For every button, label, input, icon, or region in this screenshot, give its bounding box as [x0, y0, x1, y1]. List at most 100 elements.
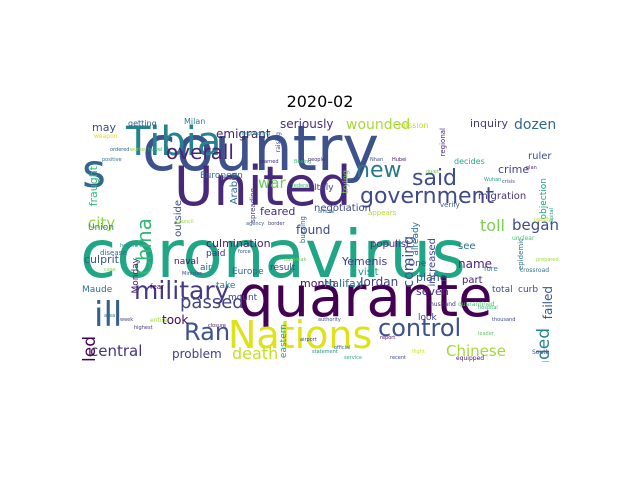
cloud-word: border	[268, 221, 285, 227]
cloud-word: failed	[541, 286, 555, 320]
cloud-word: crossroad	[520, 267, 550, 274]
cloud-word: authority	[318, 317, 341, 323]
cloud-word: Monday	[131, 258, 141, 294]
cloud-word: Minister	[182, 271, 202, 277]
cloud-word: curb	[518, 285, 539, 295]
cloud-word: federal	[292, 183, 310, 189]
cloud-word: overall	[166, 140, 234, 164]
cloud-word: positive	[102, 157, 122, 163]
cloud-word: visit	[358, 267, 379, 278]
cloud-word: neighboring	[240, 131, 270, 137]
cloud-word: feared	[260, 205, 296, 218]
cloud-word: death	[232, 344, 279, 362]
cloud-word: Ran	[184, 318, 231, 346]
cloud-word: appears	[368, 209, 397, 217]
cloud-word: Maude	[82, 285, 113, 295]
cloud-word: highest	[134, 325, 153, 331]
cloud-word: Italy	[314, 183, 334, 193]
word-cloud: coronavirus country United quarante s Tibia Na…	[80, 118, 560, 362]
cloud-word: Europe	[232, 267, 264, 277]
cloud-word: entire	[150, 317, 168, 324]
cloud-word: report	[380, 335, 396, 341]
cloud-word: culprit	[84, 253, 119, 266]
cloud-word: objection	[539, 178, 549, 220]
cloud-word: fraught	[87, 166, 100, 207]
cloud-word: crisis	[502, 179, 515, 185]
cloud-word: agency	[246, 221, 265, 227]
cloud-word: plane	[416, 271, 447, 284]
cloud-word: statement	[312, 349, 338, 355]
cloud-word: paid	[206, 249, 226, 259]
cloud-word: spreading	[249, 188, 257, 223]
cloud-word: killed	[80, 336, 100, 362]
cloud-word: quiet	[426, 169, 439, 175]
cloud-word: Boeing	[294, 159, 312, 165]
cloud-word: Union	[88, 223, 115, 233]
cloud-word: country	[142, 118, 380, 185]
cloud-word: prepared	[536, 257, 559, 263]
cloud-word: airport	[300, 337, 317, 343]
cloud-word: ruler	[528, 151, 552, 162]
cloud-word: seven	[416, 285, 449, 298]
cloud-word: Tibia	[126, 119, 222, 165]
cloud-word: found	[296, 223, 331, 237]
cloud-word: worker	[130, 147, 148, 153]
cloud-word: people	[308, 157, 325, 163]
cloud-word: look	[418, 313, 437, 323]
cloud-word: flight	[412, 349, 425, 355]
cloud-word: disease	[100, 249, 127, 257]
cloud-word: crime	[498, 163, 530, 176]
cloud-word: husband	[430, 301, 456, 308]
cloud-word: Hubei	[392, 157, 407, 163]
cloud-word: One	[408, 259, 427, 269]
cloud-word: Jordan	[360, 275, 399, 289]
cloud-word: United	[174, 155, 352, 218]
cloud-word: expanded	[534, 328, 554, 362]
cloud-word: Wuhan	[484, 177, 502, 183]
cloud-word: took	[162, 313, 189, 327]
cloud-word: week	[120, 317, 134, 323]
cloud-word: travel	[148, 147, 163, 153]
cloud-word: Nhan	[370, 157, 384, 163]
cloud-word: central	[90, 342, 143, 360]
cloud-word: Chinese	[446, 342, 506, 360]
cloud-word: fear	[150, 283, 164, 291]
cloud-word: Halifax	[324, 277, 363, 290]
cloud-word: verify	[440, 201, 460, 209]
cloud-word: seriously	[280, 118, 334, 131]
cloud-word: health	[120, 243, 136, 249]
cloud-word: began	[512, 216, 559, 234]
cloud-word: raising	[275, 132, 282, 153]
cloud-word: buzzing	[299, 216, 307, 244]
cloud-word: decides	[454, 157, 485, 166]
cloud-word: unclear	[512, 235, 535, 242]
cloud-word: mount	[228, 293, 258, 303]
cloud-word: area	[104, 313, 116, 319]
cloud-word: war	[258, 174, 286, 192]
cloud-word: recent	[390, 355, 406, 361]
cloud-word: quarantined	[458, 301, 495, 308]
cloud-word: culmination	[206, 237, 271, 250]
cloud-word: Yemenis	[342, 255, 388, 268]
cloud-word: result	[270, 263, 296, 273]
cloud-word: official	[318, 209, 335, 215]
cloud-word: ill	[94, 295, 123, 335]
cloud-word: see	[458, 241, 476, 252]
cloud-word: ordered	[110, 147, 130, 153]
cloud-word: hospital	[478, 305, 498, 311]
cloud-word: control	[378, 314, 462, 342]
cloud-word: increased	[427, 238, 438, 287]
cloud-word: passed	[180, 292, 244, 313]
cloud-word: equipped	[456, 355, 485, 362]
cloud-word: plan	[526, 165, 537, 171]
cloud-word: thousand	[492, 317, 516, 323]
cloud-word: city	[88, 214, 116, 232]
cloud-word: trying	[341, 170, 350, 194]
cloud-word: closure	[208, 323, 226, 329]
cloud-word: weapon	[94, 133, 118, 140]
cloud-word: negotiation	[314, 203, 371, 214]
cloud-word: dozen	[514, 118, 557, 133]
cloud-word: mission	[398, 121, 429, 130]
cloud-word: said	[412, 166, 458, 191]
cloud-word: already	[411, 222, 421, 256]
